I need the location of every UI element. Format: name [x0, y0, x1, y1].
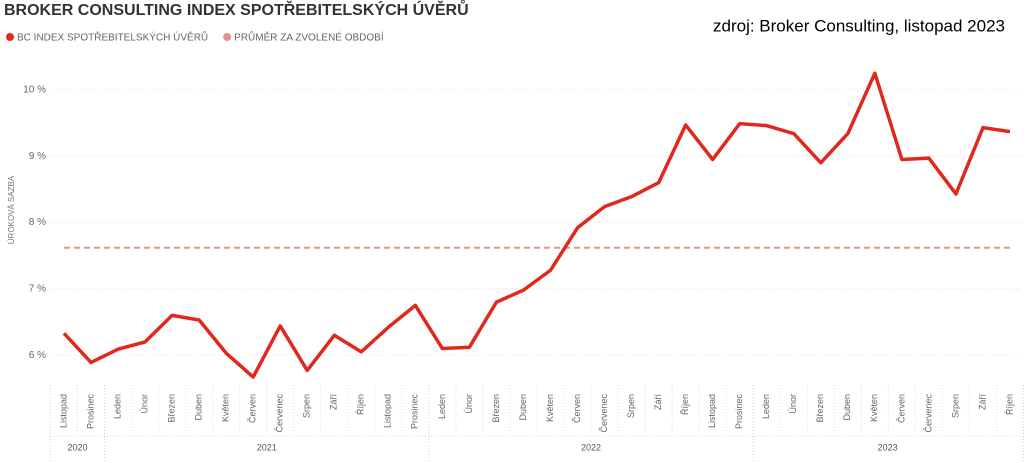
x-tick-label: Říjen: [1004, 394, 1014, 415]
x-tick-label: Červenec: [275, 394, 285, 433]
legend-marker: [6, 33, 14, 41]
x-tick-label: Prosinec: [734, 394, 744, 430]
x-tick-label: Říjen: [680, 394, 690, 415]
x-tick-label: Srpen: [302, 394, 312, 418]
x-tick-label: Srpen: [950, 394, 960, 418]
x-tick-label: Prosinec: [410, 394, 420, 430]
legend-label: PRŮMĚR ZA ZVOLENÉ OBDOBÍ: [234, 31, 384, 44]
x-tick-label: Listopad: [707, 394, 717, 428]
x-tick-label: Září: [329, 394, 339, 411]
x-tick-label: Únor: [464, 394, 474, 414]
x-tick-label: Únor: [788, 394, 798, 414]
x-tick-label: Srpen: [626, 394, 636, 418]
x-tick-label: Září: [653, 394, 663, 411]
x-tick-label: Listopad: [58, 394, 68, 428]
x-tick-label: Červenec: [599, 394, 609, 433]
year-label: 2023: [878, 442, 898, 452]
legend-marker: [223, 33, 232, 41]
x-tick-label: Březen: [815, 394, 825, 423]
x-tick-label: Leden: [761, 394, 771, 419]
x-tick-label: Červen: [248, 394, 258, 423]
x-tick-label: Červen: [572, 394, 582, 423]
x-tick-label: Červen: [896, 394, 906, 423]
x-tick-label: Květen: [221, 394, 231, 422]
legend-label: BC INDEX SPOTŘEBITELSKÝCH ÚVĚRŮ: [17, 31, 208, 44]
x-tick-label: Květen: [869, 394, 879, 422]
chart-title: BROKER CONSULTING INDEX SPOTŘEBITELSKÝCH…: [4, 0, 469, 19]
y-tick-label: 6 %: [29, 350, 46, 361]
year-label: 2021: [257, 442, 277, 452]
x-tick-label: Prosinec: [85, 394, 95, 430]
x-tick-label: Duben: [518, 394, 528, 421]
y-tick-label: 8 %: [29, 217, 46, 228]
x-tick-label: Únor: [139, 394, 149, 414]
x-tick-label: Duben: [194, 394, 204, 421]
y-tick-label: 10 %: [23, 84, 46, 95]
x-tick-label: Listopad: [383, 394, 393, 428]
y-axis-label: ÚROKOVÁ SAZBA: [7, 175, 16, 244]
x-tick-label: Květen: [545, 394, 555, 422]
y-tick-label: 7 %: [29, 283, 46, 294]
x-tick-label: Říjen: [356, 394, 366, 415]
year-label: 2022: [581, 442, 601, 452]
x-tick-label: Duben: [842, 394, 852, 421]
x-tick-label: Březen: [491, 394, 501, 423]
x-tick-label: Leden: [112, 394, 122, 419]
x-tick-label: Březen: [166, 394, 176, 423]
source-note: zdroj: Broker Consulting, listopad 2023: [713, 16, 1005, 35]
x-tick-label: Červenec: [923, 394, 933, 433]
year-label: 2020: [67, 442, 87, 452]
x-tick-label: Leden: [437, 394, 447, 419]
x-tick-label: Září: [977, 394, 987, 411]
index-line: [62, 71, 1011, 379]
y-tick-label: 9 %: [29, 151, 46, 162]
